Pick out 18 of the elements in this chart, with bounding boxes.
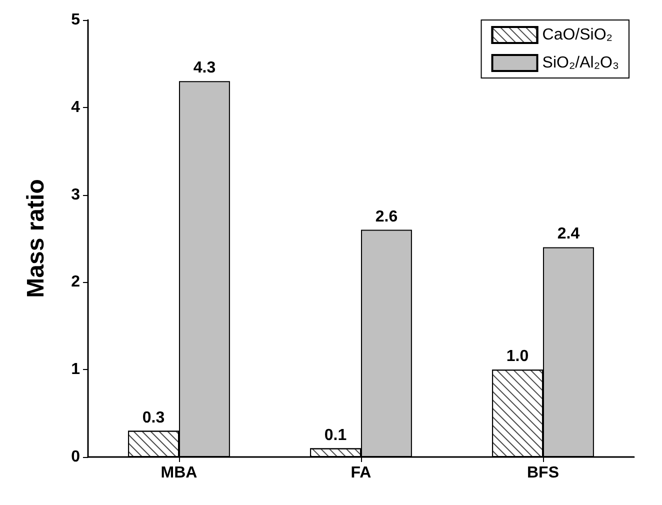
y-tick-label: 1	[71, 361, 80, 378]
y-tick-label: 4	[71, 98, 80, 116]
y-tick-label: 0	[71, 448, 80, 466]
data-label: 0.3	[142, 409, 165, 426]
y-tick-label: 5	[71, 12, 80, 28]
data-label: 0.1	[324, 426, 347, 444]
x-tick-label: BFS	[527, 464, 560, 482]
y-tick-label: 3	[71, 186, 80, 204]
x-tick-label: MBA	[160, 464, 198, 482]
data-label: 2.4	[557, 226, 580, 243]
data-label: 2.6	[375, 208, 398, 226]
legend-label: SiO₂/Al₂O₃	[542, 54, 620, 72]
legend-label: CaO/SiO₂	[542, 26, 613, 44]
y-tick-label: 2	[71, 274, 80, 291]
data-label: 1.0	[506, 348, 529, 366]
x-tick-label: FA	[350, 464, 372, 482]
data-label: 4.3	[193, 60, 216, 77]
y-axis-title: Mass ratio	[22, 179, 50, 298]
